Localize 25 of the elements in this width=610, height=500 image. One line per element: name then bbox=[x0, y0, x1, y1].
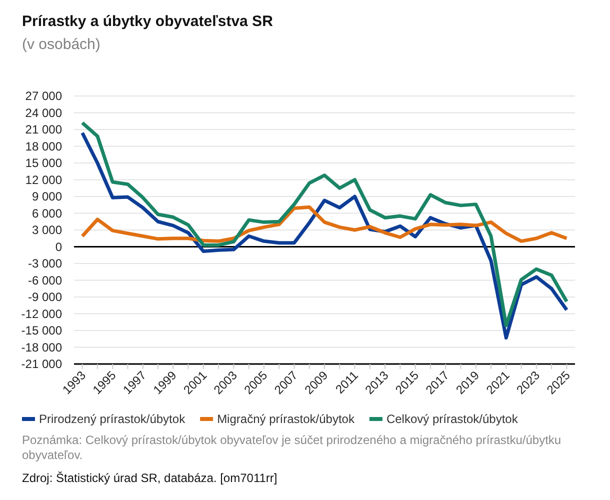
chart-title: Prírastky a úbytky obyvateľstva SR bbox=[22, 13, 274, 30]
y-tick-label: -15 000 bbox=[21, 324, 62, 338]
line-series bbox=[80, 205, 568, 243]
y-tick-label: 3 000 bbox=[32, 223, 62, 238]
text: Zdroj: Štatistický úrad SR, databáza. [om7011rr] bbox=[22, 471, 278, 485]
chart-subtitle: (v osobách) bbox=[22, 36, 100, 53]
legend-label: Celkový prírastok/úbytok bbox=[386, 412, 519, 426]
y-tick-label: 12 000 bbox=[25, 172, 62, 187]
y-tick-label: -6 000 bbox=[28, 273, 62, 288]
text: Poznámka: Celkový prírastok/úbytok obyvateľov je súčet prirodzeného a migračného prírastku/úbytku obyvateľov. bbox=[22, 433, 562, 462]
y-tick-label: -18 000 bbox=[21, 340, 62, 354]
y-tick-label: 24 000 bbox=[25, 106, 62, 120]
y-tick-label: 18 000 bbox=[25, 139, 62, 154]
legend-label: Migračný prírastok/úbytok bbox=[217, 412, 356, 426]
y-tick-label: 9 000 bbox=[32, 190, 62, 204]
y-tick-label: 15 000 bbox=[25, 156, 62, 170]
y-tick-label: -21 000 bbox=[21, 357, 62, 372]
y-tick-label: -9 000 bbox=[28, 290, 62, 304]
y-tick-label: 21 000 bbox=[25, 122, 62, 137]
y-tick-label: 27 000 bbox=[25, 89, 62, 104]
y-tick-label: 0 bbox=[55, 240, 62, 254]
y-tick-label: -3 000 bbox=[28, 256, 62, 271]
legend-label: Prirodzený prírastok/úbytok bbox=[39, 412, 186, 426]
y-tick-label: -12 000 bbox=[21, 306, 62, 321]
y-tick-label: 6 000 bbox=[32, 206, 62, 220]
